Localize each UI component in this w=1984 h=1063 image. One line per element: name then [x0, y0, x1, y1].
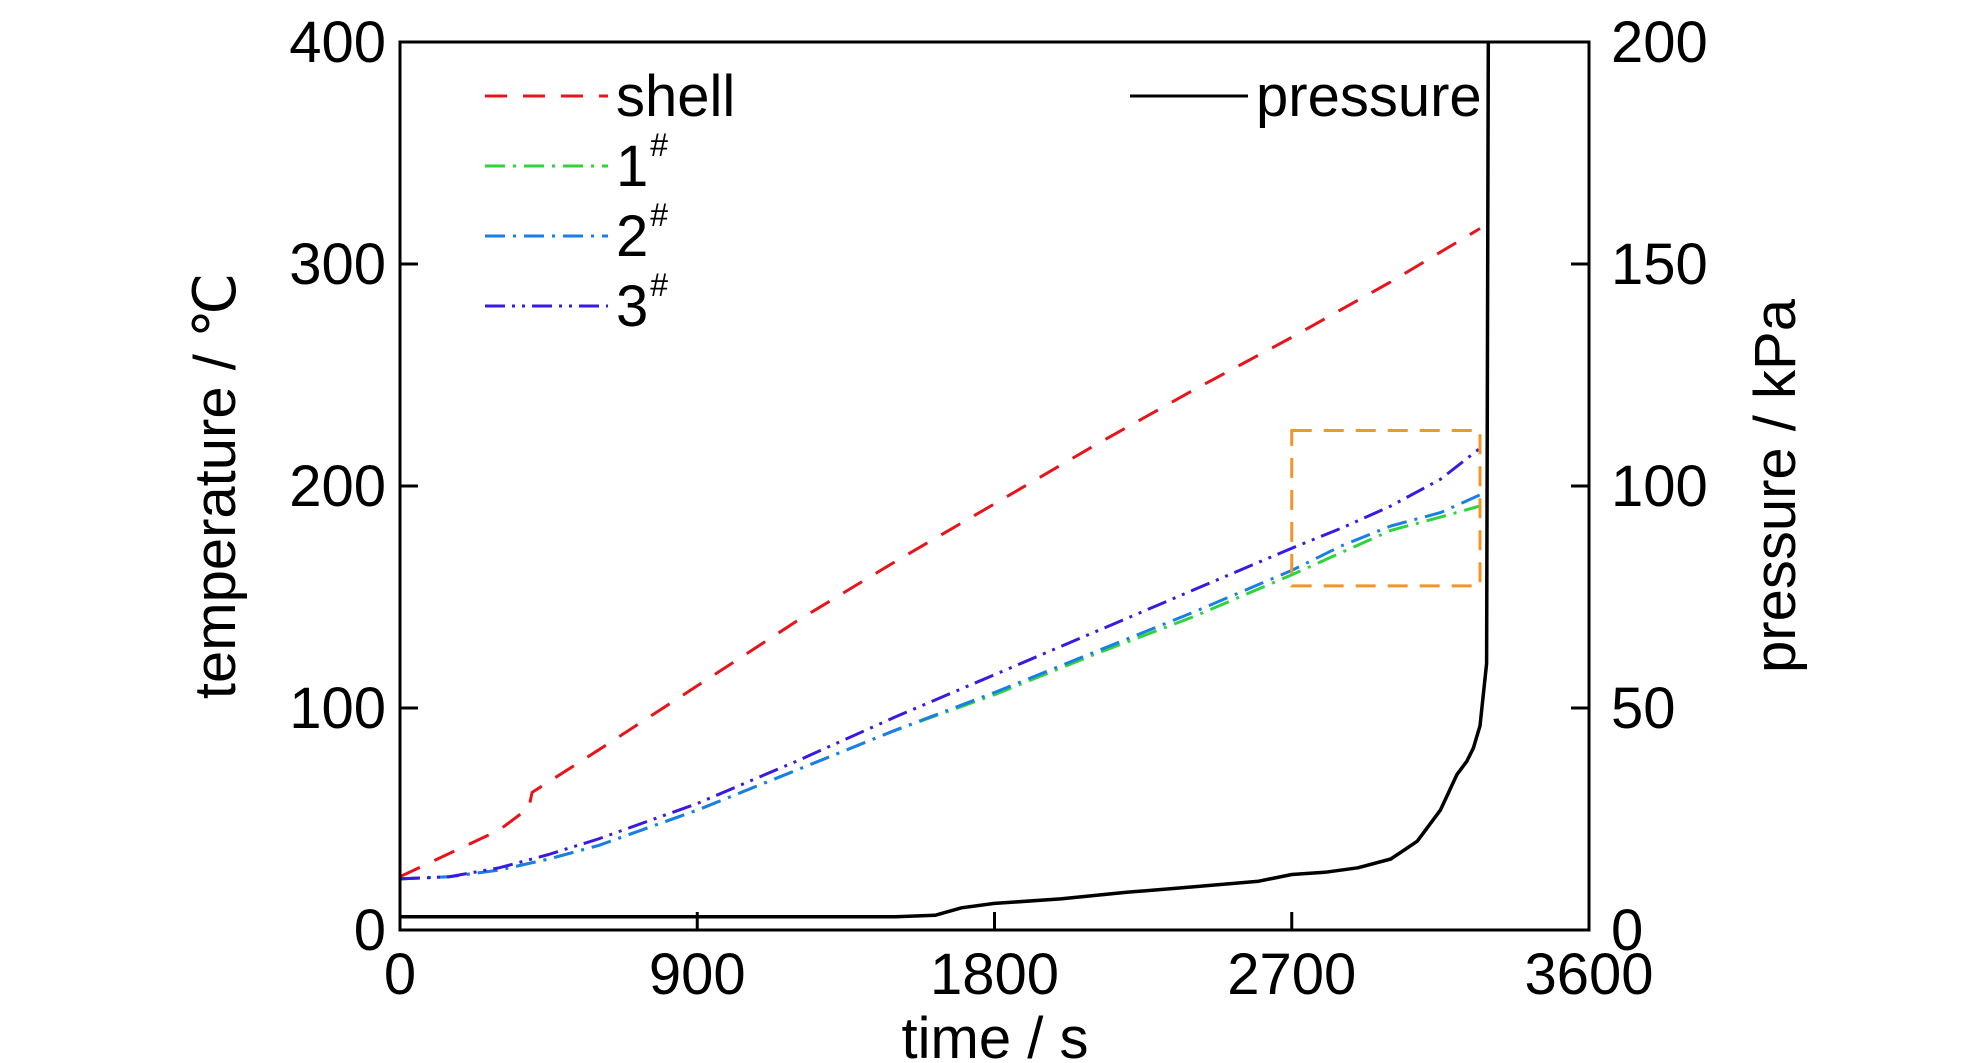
legend-label-superscript: # — [650, 267, 668, 303]
legend-label-superscript: # — [650, 197, 668, 233]
y-right-tick-label: 50 — [1611, 676, 1676, 741]
x-tick-label: 0 — [384, 942, 416, 1007]
x-tick-label: 900 — [649, 942, 746, 1007]
series-line-4 — [400, 42, 1491, 919]
y-right-tick-label: 200 — [1611, 10, 1708, 75]
annotation-layer — [1290, 429, 1482, 588]
x-axis-title: time / s — [902, 1006, 1089, 1063]
x-tick-label: 3600 — [1524, 942, 1653, 1007]
legend-label-4: pressure — [1256, 64, 1482, 129]
legend-label-2: 2# — [616, 197, 668, 269]
y-right-tick-label: 100 — [1611, 454, 1708, 519]
y-left-tick-label: 100 — [289, 676, 386, 741]
x-tick-label: 1800 — [930, 942, 1059, 1007]
y-right-tick-label: 0 — [1611, 898, 1643, 963]
ticks-layer: 0 900 1800 2700 3600010020030040005010015020… — [289, 10, 1708, 1007]
series-layer — [400, 42, 1491, 919]
zoom-box-annotation — [1290, 429, 1482, 588]
series-line-0 — [400, 227, 1481, 879]
y-left-tick-label: 300 — [289, 232, 386, 297]
legend-label-1: 1# — [616, 127, 668, 199]
y-axis-left-title: temperature / ℃ — [183, 273, 248, 699]
legend-label-0: shell — [616, 64, 735, 129]
y-left-tick-label: 400 — [289, 10, 386, 75]
y-left-tick-label: 200 — [289, 454, 386, 519]
legend-label-superscript: # — [650, 127, 668, 163]
plot-area-frame — [398, 40, 1591, 932]
y-left-tick-label: 0 — [354, 898, 386, 963]
legend-label-3: 3# — [616, 267, 668, 339]
y-right-tick-label: 150 — [1611, 232, 1708, 297]
y-axis-right-title: pressure / kPa — [1743, 298, 1808, 673]
series-line-1 — [400, 504, 1481, 881]
series-line-2 — [400, 493, 1481, 881]
series-line-3 — [400, 447, 1481, 881]
x-tick-label: 2700 — [1227, 942, 1356, 1007]
